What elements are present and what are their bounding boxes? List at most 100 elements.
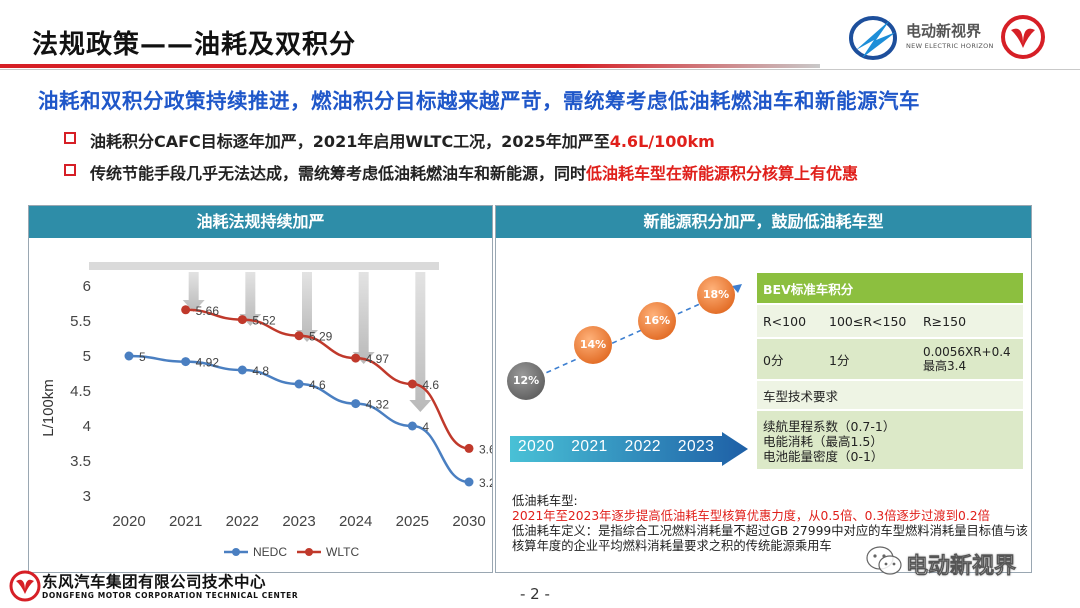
table-cell: 0.0056XR+0.4 最高3.4 <box>923 345 1011 373</box>
data-label: 5.29 <box>309 330 333 344</box>
data-point <box>294 331 304 341</box>
y-tick-label: 4 <box>83 418 91 435</box>
data-label: 4.8 <box>252 364 269 378</box>
company-name-en: DONGFENG MOTOR CORPORATION TECHNICAL CEN… <box>42 591 299 600</box>
data-label: 3.68 <box>479 442 492 456</box>
data-point <box>464 477 474 487</box>
dongfeng-footer-logo-icon <box>9 570 41 602</box>
table-cell: R≥150 <box>923 313 967 329</box>
table-cell: 车型技术要求 <box>763 388 839 404</box>
ratio-bubble: 16% <box>638 302 676 340</box>
data-label: 5 <box>139 350 146 364</box>
y-tick-label: 6 <box>83 278 91 295</box>
year-arrow-banner: 2020 2021 2022 2023 <box>510 432 750 466</box>
data-label: 4.92 <box>196 356 220 370</box>
x-tick-label: 2025 <box>396 513 429 530</box>
data-label: 5.52 <box>252 314 276 328</box>
watermark-text: 电动新视界 <box>906 554 1017 580</box>
y-tick-label: 4.5 <box>70 383 91 400</box>
panel-title: 油耗法规持续加严 <box>29 206 492 238</box>
ratio-bubble: 14% <box>574 326 612 364</box>
right-arrow-icon <box>510 432 748 466</box>
table-cell: 100≤R<150 <box>829 313 907 329</box>
down-arrow-icon <box>239 272 262 326</box>
data-point <box>237 365 247 375</box>
data-point <box>464 443 474 453</box>
data-label: 4 <box>422 420 429 434</box>
y-tick-label: 5.5 <box>70 313 91 330</box>
data-label: 4.6 <box>309 378 326 392</box>
ratio-bubble: 12% <box>507 362 545 400</box>
header-divider <box>0 64 820 68</box>
y-tick-label: 5 <box>83 348 91 365</box>
chart-legend: NEDC WLTC <box>224 545 359 559</box>
x-tick-label: 2023 <box>282 513 315 530</box>
down-arrow-icon <box>182 272 205 312</box>
ratio-bubble: 18% <box>697 276 735 314</box>
down-arrow-icon <box>409 272 432 412</box>
ev-logo-text: 电动新视界 <box>906 22 982 40</box>
x-axis: 2020 2021 2022 2023 2024 2025 2030 <box>112 513 485 530</box>
data-point <box>351 353 361 363</box>
tightening-arrows <box>89 262 439 412</box>
table-cell: 1分 <box>829 352 850 368</box>
data-label: 4.32 <box>366 398 390 412</box>
bullet-square-icon <box>64 132 76 144</box>
bullet-item: 传统节能手段几乎无法达成，需统筹考虑低油耗燃油车和新能源，同时低油耗车型在新能源… <box>64 160 859 184</box>
years-label: 2020 2021 2022 2023 <box>518 438 715 455</box>
x-tick-label: 2021 <box>169 513 202 530</box>
bullet-square-icon <box>64 164 76 176</box>
top-bar <box>89 262 439 270</box>
data-point <box>124 351 134 361</box>
y-axis: 3 3.5 4 4.5 5 5.5 6 <box>70 278 91 505</box>
note-definition: 低油耗车定义：是指综合工况燃料消耗量不超过GB 27999中对应的车型燃料消耗量… <box>512 524 1028 553</box>
data-label: 4.97 <box>366 352 390 366</box>
ev-logo-subtext: NEW ELECTRIC HORIZON <box>906 42 994 50</box>
ev-horizon-logo: 电动新视界 NEW ELECTRIC HORIZON <box>846 10 996 62</box>
nev-credit-panel: 新能源积分加严，鼓励低油耗车型 <box>495 205 1032 573</box>
bev-credit-table: BEV标准车积分 R<100 100≤R<150 R≥150 0分 1分 0.0… <box>757 273 1023 469</box>
slide-subtitle: 油耗和双积分政策持续推进，燃油积分目标越来越严苛，需统筹考虑低油耗燃油车和新能源… <box>38 89 920 113</box>
bullet-highlight: 4.6L/100km <box>609 132 715 151</box>
y-axis-label: L/100km <box>40 379 57 437</box>
page-number: - 2 - <box>520 585 550 603</box>
y-tick-label: 3.5 <box>70 453 91 470</box>
table-row: R<100 100≤R<150 R≥150 <box>757 305 1023 337</box>
low-consumption-note: 低油耗车型: 2021年至2023年逐步提高低油耗车型核算优惠力度，从0.5倍、… <box>512 494 1032 554</box>
fuel-regulation-panel: 油耗法规持续加严 3 3.5 4 4.5 5 5.5 6 2020 2021 2022 2023 2… <box>28 205 493 573</box>
x-tick-label: 2020 <box>112 513 145 530</box>
x-tick-label: 2024 <box>339 513 372 530</box>
table-header-row: BEV标准车积分 <box>757 273 1023 303</box>
legend-label: NEDC <box>253 545 287 559</box>
table-row: 车型技术要求 <box>757 381 1023 409</box>
bullet-highlight: 低油耗车型在新能源积分核算上有优惠 <box>586 164 859 183</box>
data-point <box>407 421 417 431</box>
note-highlight: 2021年至2023年逐步提高低油耗车型核算优惠力度，从0.5倍、0.3倍逐步过… <box>512 509 990 523</box>
data-point <box>407 379 417 389</box>
data-label: 5.66 <box>196 304 220 318</box>
lightning-globe-icon <box>849 16 897 60</box>
data-point <box>181 357 191 367</box>
data-point <box>181 305 191 315</box>
table-header-cell: BEV标准车积分 <box>763 281 854 297</box>
data-point <box>294 379 304 389</box>
fuel-consumption-line-chart: 33.544.555.56 2020 2021 2022 2023 2024 2025 20… <box>40 262 492 559</box>
legend-label: WLTC <box>326 545 359 559</box>
x-tick-label: 2030 <box>452 513 485 530</box>
panel-title: 新能源积分加严，鼓励低油耗车型 <box>496 206 1031 238</box>
data-label: 3.2 <box>479 476 492 490</box>
bullet-text: 油耗积分CAFC目标逐年加严，2021年启用WLTC工况，2025年加严至 <box>90 132 610 151</box>
table-row: 0分 1分 0.0056XR+0.4 最高3.4 <box>757 339 1023 379</box>
table-cell: 0分 <box>763 352 784 368</box>
data-point <box>351 399 361 409</box>
dongfeng-logo-icon <box>1001 15 1045 59</box>
header-divider-thin <box>0 69 1080 70</box>
table-cell: R<100 <box>763 313 807 329</box>
wechat-watermark: 电动新视界 <box>864 544 1054 580</box>
page-title: 法规政策——油耗及双积分 <box>32 30 357 60</box>
table-cell: 电池能量密度（0-1） <box>763 448 884 464</box>
bullet-item: 油耗积分CAFC目标逐年加严，2021年启用WLTC工况，2025年加严至4.6… <box>64 128 715 152</box>
data-point <box>237 315 247 325</box>
down-arrow-icon <box>352 272 375 364</box>
chart-series: 5 4.92 4.8 4.6 4.32 4 3.2 5.66 5.52 5.29 4.97 4.6 3.… <box>124 304 492 490</box>
